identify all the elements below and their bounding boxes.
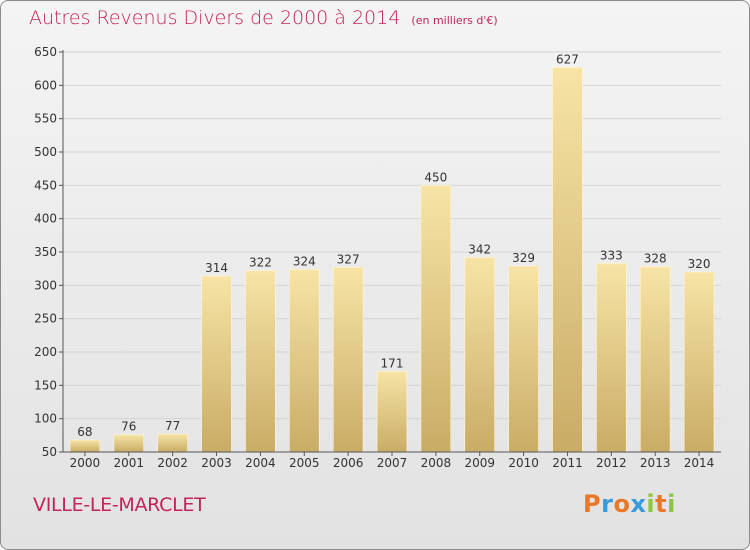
bar-2001 — [113, 434, 145, 453]
data-label: 450 — [424, 170, 447, 184]
bar-chart: 68 76 77 314 322 324 327 171 450 342 329 627 333 328 3… — [34, 45, 721, 470]
y-tick-label: 600 — [34, 78, 57, 92]
title-unit: (en milliers d'€) — [411, 14, 498, 27]
x-tick-label: 2010 — [508, 456, 539, 470]
chart-title: Autres Revenus Divers de 2000 à 2014 (en… — [29, 7, 498, 29]
data-label: 77 — [165, 419, 180, 433]
y-tick-label: 200 — [34, 345, 57, 359]
data-label: 329 — [512, 251, 535, 265]
x-tick-label: 2007 — [377, 456, 408, 470]
data-label: 327 — [337, 252, 360, 266]
bar-2007 — [376, 371, 408, 453]
x-tick-label: 2004 — [245, 456, 276, 470]
bar-2005 — [289, 269, 320, 453]
proxiti-logo: Proxiti — [583, 490, 676, 518]
x-tick-label: 2008 — [421, 456, 452, 470]
y-tick-label: 500 — [34, 145, 57, 159]
bar-2014 — [683, 271, 715, 453]
bar-2011 — [552, 67, 583, 453]
bar-2004 — [245, 270, 276, 453]
data-label: 328 — [644, 252, 667, 266]
data-label: 342 — [468, 242, 491, 256]
x-tick-label: 2009 — [464, 456, 495, 470]
data-label: 333 — [600, 248, 623, 262]
bar-2008 — [420, 185, 452, 453]
x-tick-label: 2012 — [596, 456, 627, 470]
data-label: 76 — [121, 420, 136, 434]
x-tick-label: 2005 — [289, 456, 320, 470]
bar-2002 — [157, 433, 188, 453]
data-label: 320 — [688, 257, 711, 271]
y-tick-label: 150 — [34, 378, 57, 392]
bar-2006 — [332, 267, 364, 453]
bars: 68 76 77 314 322 324 327 171 450 342 329 627 333 328 3… — [69, 52, 715, 453]
logo-letter: i — [667, 490, 676, 518]
location-label: VILLE-LE-MARCLET — [33, 494, 206, 516]
bar-2000 — [69, 439, 101, 453]
y-tick-label: 50 — [42, 445, 57, 459]
data-label: 322 — [249, 256, 272, 270]
axes: 50 100 150 200 250 300 350 400 450 500 550 600 650 20… — [34, 45, 721, 470]
x-tick-label: 2003 — [201, 456, 232, 470]
y-tick-label: 650 — [34, 45, 57, 59]
x-tick-label: 2006 — [333, 456, 364, 470]
y-tick-label: 300 — [34, 278, 57, 292]
bar-2010 — [508, 265, 539, 453]
y-tick-label: 250 — [34, 312, 57, 326]
title-main: Autres Revenus Divers de 2000 à 2014 — [29, 7, 401, 29]
data-label: 314 — [205, 261, 228, 275]
data-label: 171 — [381, 356, 404, 370]
x-tick-label: 2014 — [684, 456, 715, 470]
logo-letter: i — [646, 490, 656, 518]
x-tick-label: 2001 — [114, 456, 145, 470]
y-tick-label: 350 — [34, 245, 57, 259]
bar-2009 — [464, 257, 495, 453]
logo-letter: t — [655, 490, 668, 518]
logo-letter: x — [630, 490, 647, 518]
bar-2012 — [596, 263, 627, 453]
x-tick-label: 2013 — [640, 456, 671, 470]
data-label: 324 — [293, 254, 316, 268]
y-tick-label: 100 — [34, 412, 57, 426]
x-tick-label: 2000 — [70, 456, 101, 470]
logo-letter: P — [583, 490, 602, 518]
logo-letter: r — [601, 490, 614, 518]
y-tick-label: 550 — [34, 112, 57, 126]
data-label: 68 — [77, 425, 92, 439]
y-tick-label: 400 — [34, 212, 57, 226]
x-tick-label: 2011 — [552, 456, 583, 470]
logo-letter: o — [613, 490, 631, 518]
data-label: 627 — [556, 52, 579, 66]
x-tick-label: 2002 — [157, 456, 188, 470]
y-tick-label: 450 — [34, 178, 57, 192]
bar-2003 — [201, 275, 232, 453]
bar-2013 — [639, 266, 671, 453]
